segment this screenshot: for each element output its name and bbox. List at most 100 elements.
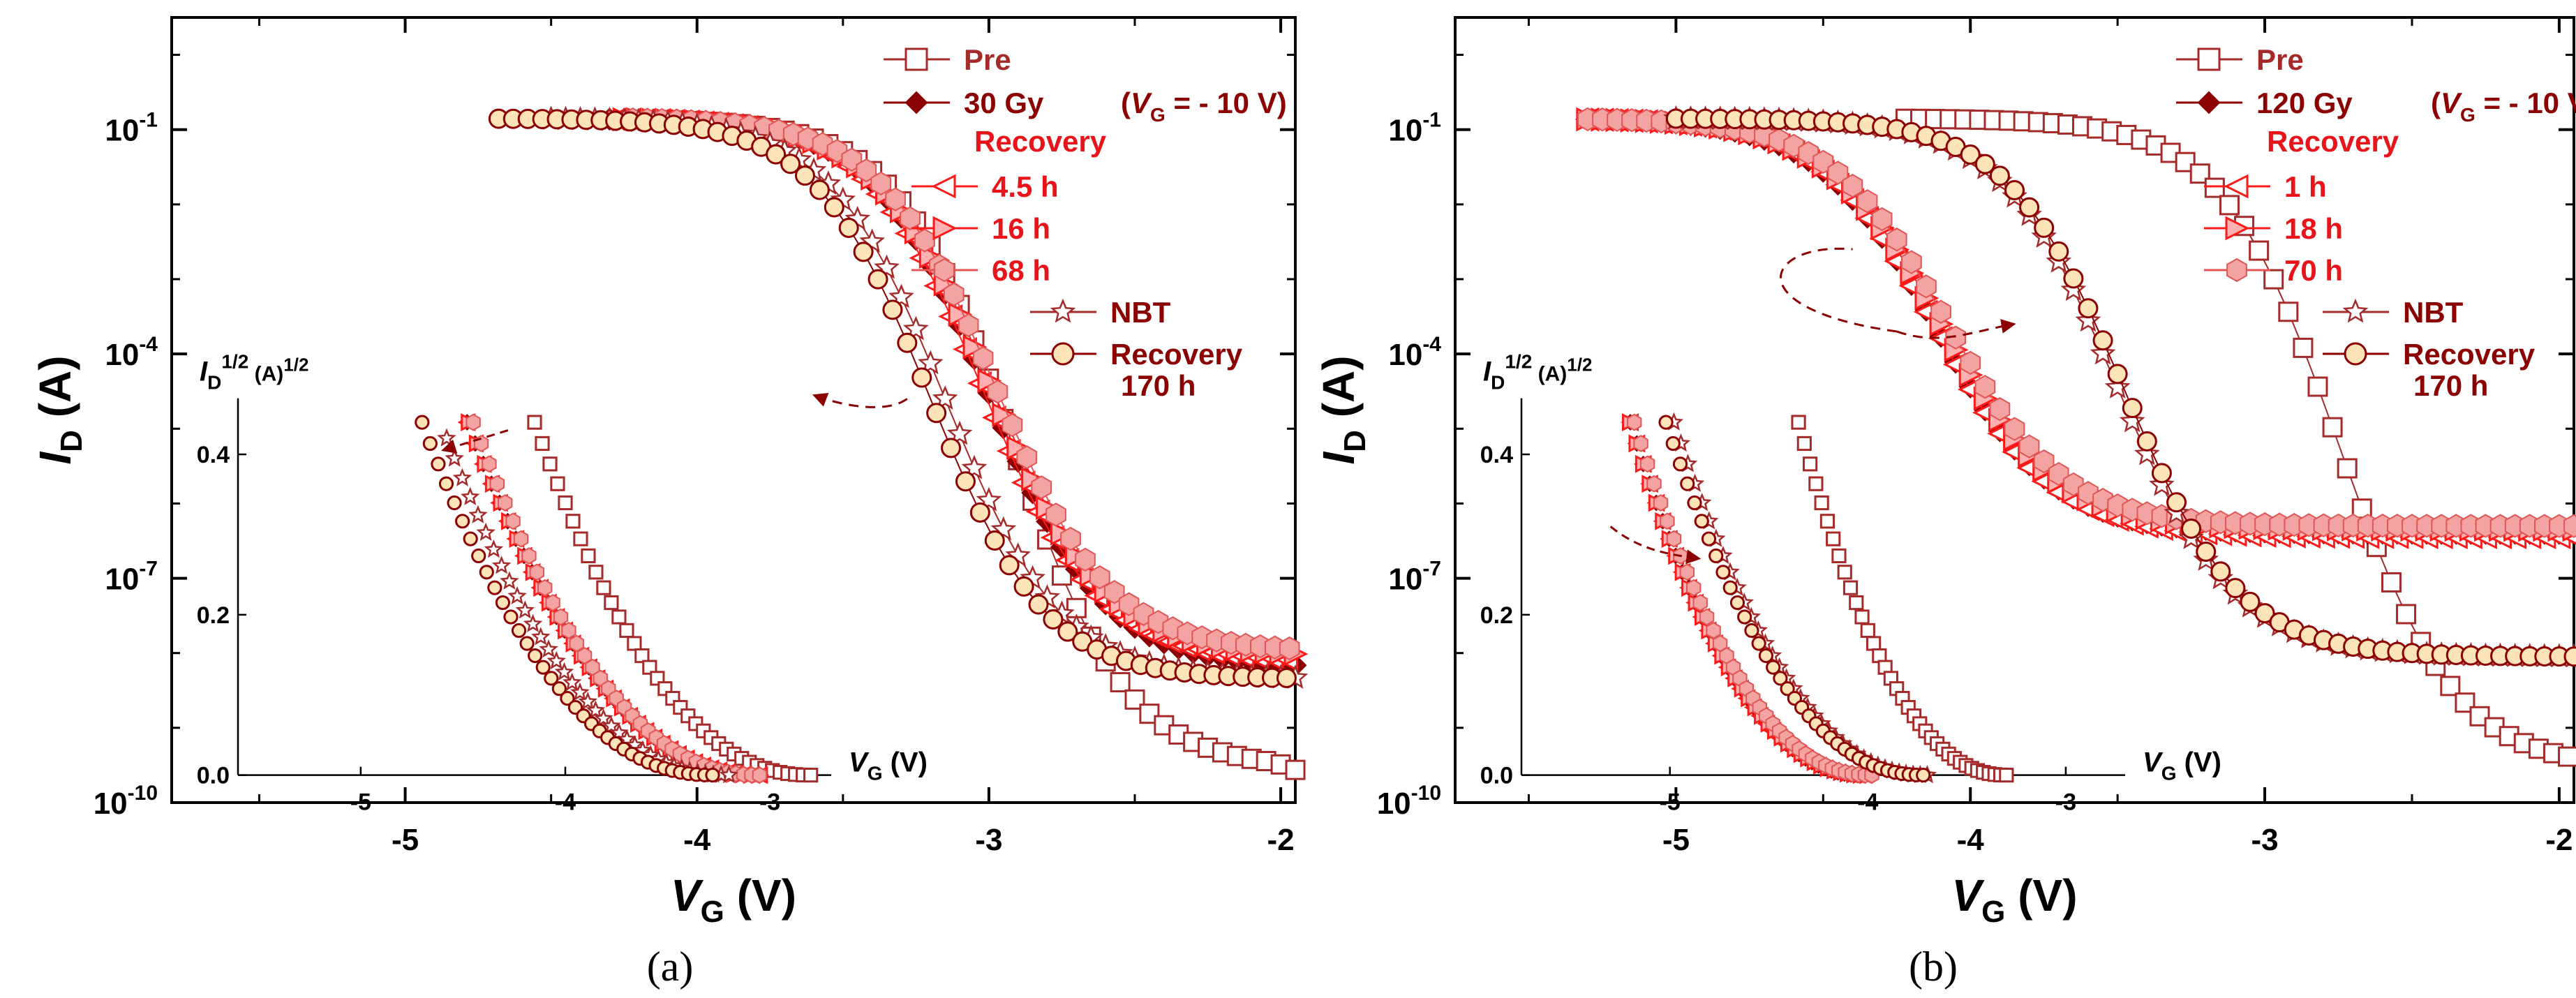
inset-series-1-h (1621, 413, 1873, 784)
legend-marker (2225, 216, 2250, 241)
inset-series-18-h (1621, 413, 1878, 784)
legend-label: NBT (1110, 296, 1171, 329)
legend-entry: 70 h (2204, 254, 2343, 287)
legend-label: Pre (2256, 43, 2304, 76)
inset-data-point (544, 671, 559, 686)
data-point (946, 420, 973, 445)
legend-label: 1 h (2284, 170, 2327, 203)
data-point (2119, 408, 2145, 433)
legend-entry: Pre (2176, 43, 2304, 76)
series-68-h (622, 107, 1300, 661)
y-tick-label: 10-7 (105, 558, 158, 597)
inset-data-point (1722, 580, 1738, 595)
data-point (2122, 398, 2143, 419)
inset-data-point (596, 580, 611, 595)
inset-data-point (511, 623, 527, 639)
x-axis-label: VG (V) (671, 870, 796, 929)
panel-a-ticks: -5 -4 -3 -2 10-10 10-7 10-4 10-1 VG (V) ID (A) (30, 17, 1295, 929)
data-point (900, 206, 921, 230)
inset-y-tick-label: 0.0 (1480, 763, 1513, 789)
inset-data-point (602, 715, 621, 735)
inset-series-70-h (1627, 413, 1879, 784)
inset-data-point (473, 435, 489, 452)
inset-data-point (561, 622, 576, 639)
inset-series-68-h (466, 413, 768, 784)
inset-data-point (1814, 495, 1829, 511)
legend-label: 30 Gy (964, 87, 1044, 119)
inset-data-point (570, 682, 590, 701)
inset-data-point (705, 768, 720, 783)
inset-data-point (500, 571, 519, 590)
data-point (1827, 161, 1849, 185)
inset-data-point (1737, 609, 1752, 625)
data-point (1279, 636, 1300, 661)
data-point (1075, 547, 1096, 572)
data-point (2440, 676, 2461, 697)
data-point (918, 350, 944, 375)
x-tick-label: -2 (2545, 823, 2573, 857)
inset-data-point (1780, 681, 1795, 697)
legend-label-170h: 170 h (1121, 369, 1196, 402)
data-point (2337, 458, 2358, 479)
inset-data-point (491, 556, 512, 574)
inset-data-point (415, 415, 430, 430)
inset-data-point (1701, 531, 1717, 546)
panel-a-inset: -5 -4 -3 0.0 0.2 0.4 VG (V) ID1/2 (A)1/2 (197, 351, 928, 816)
inset-data-point (1860, 623, 1875, 639)
panel-a-legend: Pre 30 Gy (VG = - 10 V) Recovery 4.5 h 16 h 68… (884, 43, 1287, 402)
data-point (2166, 492, 2187, 513)
data-point (2189, 163, 2210, 184)
data-point (882, 299, 903, 320)
inset-data-point (604, 595, 619, 611)
inset-data-point (1699, 608, 1715, 626)
data-point (969, 502, 990, 523)
legend-label: 68 h (992, 254, 1050, 287)
inset-y-label: ID1/2 (A)1/2 (1483, 351, 1592, 394)
data-point (766, 144, 787, 165)
data-point (972, 345, 994, 371)
data-point (1276, 668, 1297, 689)
shift-annotation (1609, 247, 2015, 565)
inset-data-point (565, 514, 581, 529)
data-point (2018, 434, 2040, 459)
inset-data-point (515, 600, 535, 619)
data-point (955, 471, 976, 492)
inset-x-tick-label: -3 (2055, 789, 2076, 816)
data-point (1089, 565, 1110, 590)
data-point (2254, 603, 2275, 624)
legend-entry: 120 Gy (VG = - 10 V) (2176, 87, 2576, 126)
data-point (2278, 301, 2299, 322)
data-point (911, 367, 932, 388)
data-point (1045, 502, 1066, 527)
inset-data-point (463, 531, 478, 546)
inset-data-point (560, 691, 575, 706)
data-point (2196, 542, 2217, 563)
inset-data-point (468, 505, 488, 523)
inset-data-point (550, 476, 565, 491)
data-point (1043, 609, 1064, 630)
inset-data-point (528, 648, 543, 664)
y-tick-label: 10-4 (1388, 333, 1441, 372)
inset-data-point (484, 539, 504, 558)
legend-entry: NBT (2323, 296, 2464, 329)
legend-marker (904, 47, 928, 71)
x-tick-label: -3 (2251, 823, 2279, 857)
data-point (987, 380, 1008, 404)
inset-data-point (546, 650, 566, 670)
inset-y-tick-label: 0.2 (1480, 602, 1513, 629)
data-point (2563, 514, 2576, 538)
inset-data-point (1758, 648, 1774, 664)
inset-series-pre (1791, 415, 2014, 783)
data-point (2048, 241, 2069, 262)
data-point (2019, 197, 2040, 218)
legend-entry: 30 Gy (VG = - 10 V) (884, 87, 1287, 126)
inset-data-point (1842, 580, 1859, 595)
data-point (1060, 526, 1081, 551)
panel-label-b: (b) (1909, 944, 1958, 990)
inset-data-point (1831, 548, 1847, 564)
legend-label: 120 Gy (2256, 87, 2353, 119)
legend-label: Recovery (2403, 338, 2536, 371)
inset-data-point (551, 681, 567, 697)
inset-data-point (576, 647, 593, 664)
inset-data-point (513, 530, 529, 548)
